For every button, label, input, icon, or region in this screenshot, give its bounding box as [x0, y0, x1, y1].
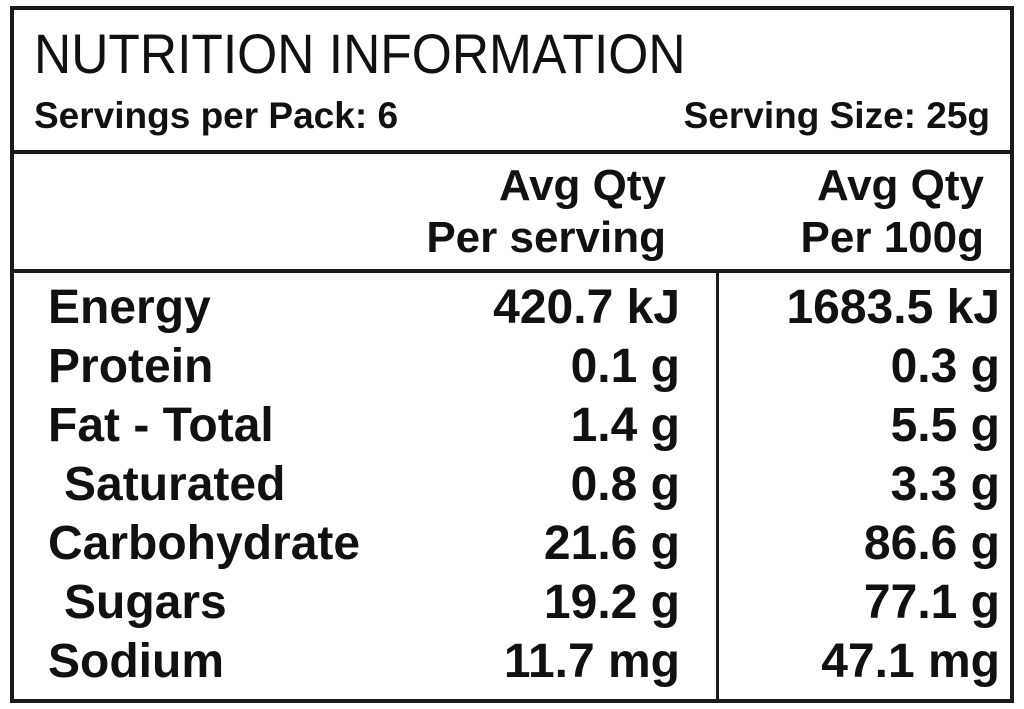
column-header-per-100g-line2: Per 100g	[800, 213, 984, 262]
nutrient-row-sodium: Sodium 11.7 mg 47.1 mg	[14, 632, 1010, 691]
value-per-serving: 21.6 g	[543, 517, 680, 570]
value-per-100g: 1683.5 kJ	[786, 281, 1000, 334]
column-header-per-serving-line2: Per serving	[426, 213, 666, 262]
nutrient-name: Saturated	[64, 458, 286, 511]
nutrient-row-protein: Protein 0.1 g 0.3 g	[14, 337, 1010, 396]
value-per-serving: 19.2 g	[543, 576, 680, 629]
nutrient-name: Protein	[48, 340, 214, 393]
column-header-per-serving: Avg Qty Per serving	[426, 160, 666, 264]
value-per-100g: 86.6 g	[863, 517, 1000, 570]
value-per-serving: 11.7 mg	[503, 635, 680, 688]
column-header-per-100g: Avg Qty Per 100g	[801, 160, 984, 264]
value-per-serving: 1.4 g	[570, 399, 680, 452]
divider-top	[14, 150, 1010, 154]
servings-per-pack: Servings per Pack: 6	[34, 95, 399, 136]
nutrition-panel: NUTRITION INFORMATION Servings per Pack:…	[10, 6, 1014, 703]
value-per-100g: 47.1 mg	[821, 635, 1000, 688]
nutrient-rows: Energy 420.7 kJ 1683.5 kJ Protein 0.1 g …	[14, 278, 1010, 691]
value-per-serving: 420.7 kJ	[493, 281, 680, 334]
value-per-100g: 3.3 g	[890, 458, 1000, 511]
panel-title: NUTRITION INFORMATION	[34, 22, 686, 85]
value-per-serving: 0.8 g	[570, 458, 680, 511]
nutrient-row-energy: Energy 420.7 kJ 1683.5 kJ	[14, 278, 1010, 337]
column-divider	[716, 271, 719, 703]
value-per-100g: 5.5 g	[890, 399, 1000, 452]
nutrient-name: Carbohydrate	[48, 517, 361, 570]
nutrient-name: Energy	[48, 281, 211, 334]
value-per-100g: 0.3 g	[890, 340, 1000, 393]
divider-header	[14, 269, 1010, 273]
nutrient-name: Sugars	[64, 576, 227, 629]
nutrient-row-fat-total: Fat - Total 1.4 g 5.5 g	[14, 396, 1010, 455]
column-header-per-serving-line1: Avg Qty	[498, 161, 666, 210]
serving-size: Serving Size: 25g	[683, 95, 990, 136]
nutrient-name: Fat - Total	[48, 399, 274, 452]
value-per-serving: 0.1 g	[570, 340, 680, 393]
nutrient-row-carbohydrate: Carbohydrate 21.6 g 86.6 g	[14, 514, 1010, 573]
column-header-per-100g-line1: Avg Qty	[816, 161, 984, 210]
nutrient-row-saturated: Saturated 0.8 g 3.3 g	[14, 455, 1010, 514]
nutrient-name: Sodium	[48, 635, 224, 688]
value-per-100g: 77.1 g	[863, 576, 1000, 629]
nutrient-row-sugars: Sugars 19.2 g 77.1 g	[14, 573, 1010, 632]
